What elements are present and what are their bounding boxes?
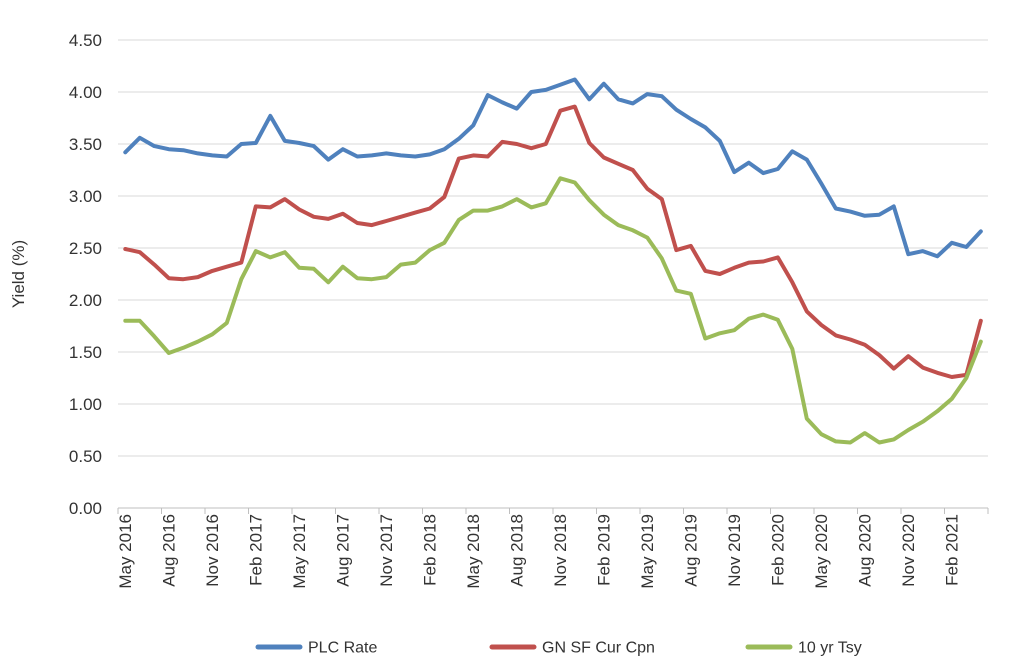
x-tick-label: Nov 2018 <box>551 514 570 587</box>
legend-label-gn-sf-cur-cpn: GN SF Cur Cpn <box>542 640 655 657</box>
legend-label-plc-rate: PLC Rate <box>308 640 377 657</box>
series-line-plc-rate <box>123 77 983 259</box>
y-tick-label: 0.50 <box>69 447 102 466</box>
x-tick-label: Aug 2019 <box>682 514 701 587</box>
x-tick-label: Feb 2021 <box>943 514 962 586</box>
axes: May 2016 Aug 2016 Nov 2016 Feb 2017 May 2017… <box>116 507 989 589</box>
legend: PLC Rate GN SF Cur Cpn 10 yr Tsy <box>255 640 862 657</box>
y-tick-label: 0.00 <box>69 499 102 518</box>
y-tick-label: 3.00 <box>69 187 102 206</box>
x-tick-label: Aug 2017 <box>334 514 353 587</box>
x-tick-label: Feb 2020 <box>769 514 788 586</box>
y-tick-label: 4.00 <box>69 83 102 102</box>
x-tick-label: Feb 2017 <box>247 514 266 586</box>
x-tick-label: Feb 2018 <box>421 514 440 586</box>
series-lines <box>123 77 983 445</box>
x-tick-label: Feb 2019 <box>595 514 614 586</box>
x-tick-label: May 2016 <box>116 514 135 589</box>
x-tick-label: Aug 2016 <box>160 514 179 587</box>
x-tick-label: Aug 2018 <box>508 514 527 587</box>
y-axis-title: Yield (%) <box>9 240 28 308</box>
x-tick-label: Aug 2020 <box>856 514 875 587</box>
series-line-gn-sf-cur-cpn <box>123 104 983 379</box>
x-tick-label: May 2017 <box>290 514 309 589</box>
y-tick-label: 3.50 <box>69 135 102 154</box>
x-tick-label: May 2019 <box>638 514 657 589</box>
y-tick-label: 2.50 <box>69 239 102 258</box>
x-tick-label: Nov 2019 <box>725 514 744 587</box>
y-tick-label: 1.50 <box>69 343 102 362</box>
x-tick-label: Nov 2020 <box>899 514 918 587</box>
gridlines: 0.00 0.50 1.00 1.50 2.00 2.50 3.00 3.50 4.00 4.50 <box>69 31 988 518</box>
legend-label-10-yr-tsy: 10 yr Tsy <box>798 640 862 657</box>
y-tick-label: 4.50 <box>69 31 102 50</box>
y-tick-label: 2.00 <box>69 291 102 310</box>
series-line-10-yr-tsy <box>123 176 983 445</box>
x-tick-label: Nov 2017 <box>377 514 396 587</box>
x-tick-label: May 2020 <box>812 514 831 589</box>
x-tick-label: May 2018 <box>464 514 483 589</box>
x-tick-label: Nov 2016 <box>203 514 222 587</box>
y-tick-label: 1.00 <box>69 395 102 414</box>
